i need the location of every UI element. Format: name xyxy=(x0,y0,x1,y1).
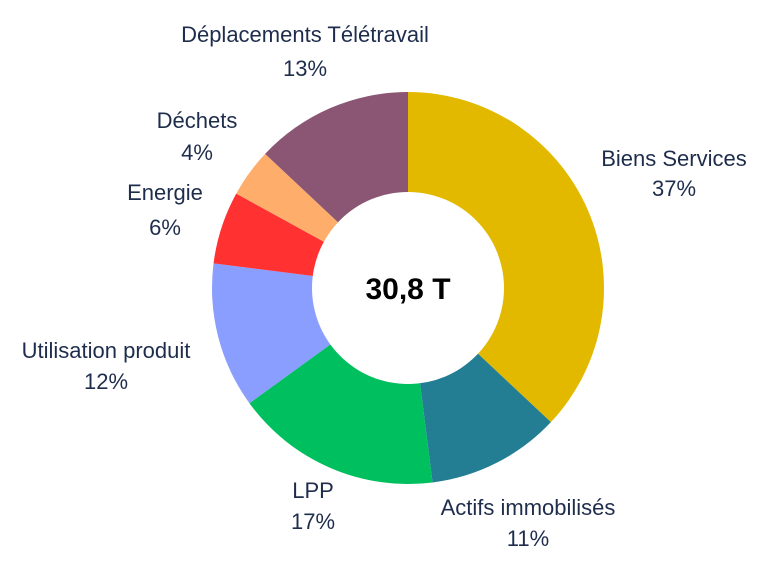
slice-label-energie: Energie xyxy=(127,180,203,205)
slice-pct-deplacements-teletravail: 13% xyxy=(283,56,327,81)
slice-pct-actifs-immobilises: 11% xyxy=(507,526,549,551)
slice-pct-biens-services: 37% xyxy=(652,176,696,201)
slice-label-deplacements-teletravail: Déplacements Télétravail xyxy=(181,22,429,47)
center-total-label: 30,8 T xyxy=(365,273,450,306)
slice-label-dechets: Déchets xyxy=(157,108,238,133)
slice-label-lpp: LPP xyxy=(292,478,334,503)
slice-pct-energie: 6% xyxy=(149,215,181,240)
slice-label-biens-services: Biens Services xyxy=(601,146,747,171)
donut-hole xyxy=(312,192,504,384)
slice-pct-utilisation-produit: 12% xyxy=(84,369,128,394)
slice-label-actifs-immobilises: Actifs immobilisés xyxy=(441,495,616,520)
slice-pct-dechets: 4% xyxy=(181,140,213,165)
slice-pct-lpp: 17% xyxy=(291,509,335,534)
slice-biens-services xyxy=(408,92,604,423)
slice-label-utilisation-produit: Utilisation produit xyxy=(22,338,191,363)
